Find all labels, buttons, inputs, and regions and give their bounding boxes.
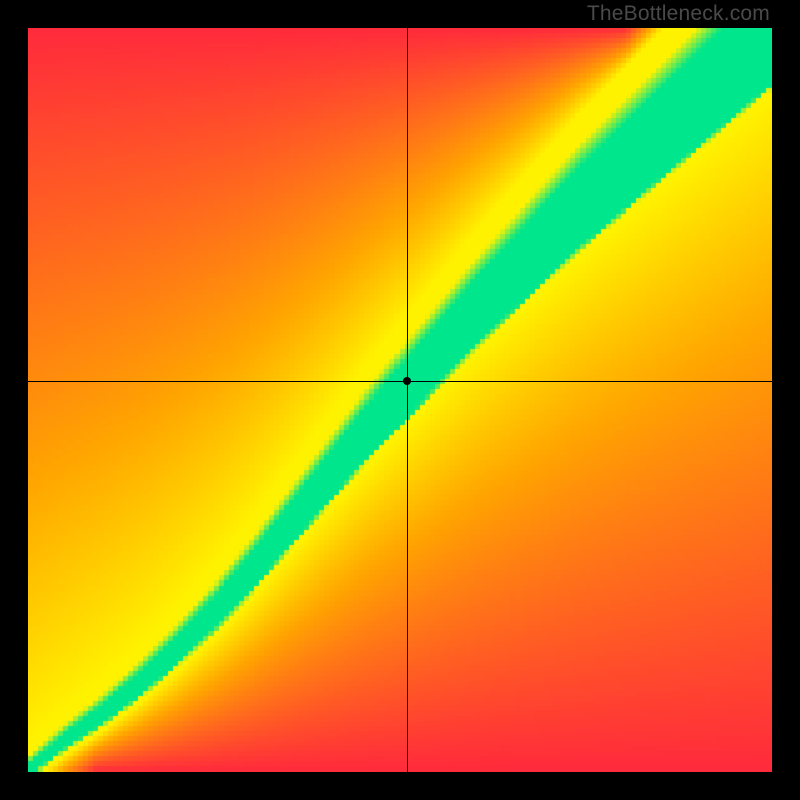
crosshair-horizontal bbox=[28, 381, 772, 382]
watermark-text: TheBottleneck.com bbox=[587, 2, 770, 26]
heatmap-canvas bbox=[28, 28, 772, 772]
crosshair-vertical bbox=[407, 28, 408, 772]
marker-dot bbox=[403, 377, 411, 385]
plot-area bbox=[28, 28, 772, 772]
